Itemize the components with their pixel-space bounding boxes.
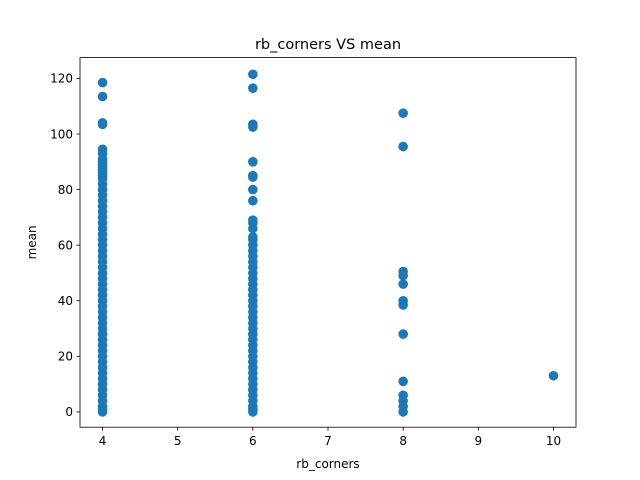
x-tick-label: 10 <box>546 434 561 448</box>
x-tick-label: 8 <box>399 434 407 448</box>
data-point <box>398 376 408 387</box>
x-tick-label: 4 <box>99 434 107 448</box>
y-tick-label: 60 <box>58 238 73 252</box>
y-tick-label: 40 <box>58 294 73 308</box>
data-point <box>97 91 108 102</box>
data-point <box>248 172 258 182</box>
data-point <box>248 69 258 80</box>
y-tick-label: 80 <box>58 183 73 197</box>
data-point <box>97 407 108 417</box>
y-tick-label: 20 <box>58 350 73 364</box>
data-point <box>248 407 258 417</box>
data-point <box>398 300 408 310</box>
x-tick-label: 6 <box>249 434 257 448</box>
x-axis: 4 5 6 7 8 9 10 <box>99 427 561 448</box>
data-point <box>548 370 559 381</box>
data-point <box>398 329 408 339</box>
data-point <box>248 223 258 234</box>
data-point <box>248 122 258 132</box>
data-point <box>248 195 258 206</box>
x-tick-label: 5 <box>174 434 182 448</box>
data-point <box>97 119 108 130</box>
points-layer <box>97 69 559 417</box>
y-tick-label: 120 <box>50 72 73 86</box>
x-axis-label: rb_corners <box>296 457 359 471</box>
y-axis: 0 20 40 60 80 100 120 <box>50 72 80 419</box>
data-point <box>248 157 258 167</box>
data-point <box>398 270 408 281</box>
data-point <box>248 184 258 195</box>
chart-title: rb_corners VS mean <box>255 37 401 53</box>
data-point <box>398 407 408 417</box>
plot-area-frame <box>79 57 577 428</box>
y-tick-label: 0 <box>65 405 73 419</box>
data-point <box>248 83 258 93</box>
data-point <box>398 279 408 289</box>
y-axis-label: mean <box>25 225 39 259</box>
data-point <box>97 77 108 88</box>
data-point <box>398 141 408 152</box>
x-tick-label: 9 <box>474 434 482 448</box>
data-point <box>398 108 408 118</box>
y-tick-label: 100 <box>50 127 73 141</box>
x-tick-label: 7 <box>324 434 332 448</box>
